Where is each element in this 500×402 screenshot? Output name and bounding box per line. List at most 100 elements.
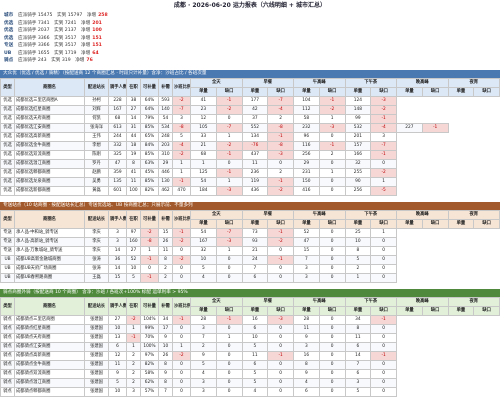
cell: -8 bbox=[172, 123, 191, 133]
cell: 0 bbox=[215, 114, 243, 124]
sub-header: 单量 bbox=[190, 87, 217, 97]
cell: 1 bbox=[215, 333, 243, 343]
cell: 0 bbox=[318, 255, 346, 265]
cell: 177 bbox=[241, 96, 269, 106]
cell: 96 bbox=[293, 132, 320, 142]
cell: 王磊 bbox=[84, 273, 109, 283]
cell: 436 bbox=[241, 186, 269, 196]
cell: 160 bbox=[126, 237, 141, 247]
cell: -1 bbox=[215, 315, 243, 325]
group-header: 午高峰 bbox=[293, 297, 346, 307]
cell: 骑点 bbox=[0, 315, 15, 325]
cell: 28 bbox=[190, 315, 217, 325]
sub-header: 单量 bbox=[190, 306, 217, 316]
summary-delta: 64 bbox=[92, 50, 99, 56]
summary-label: 优选 bbox=[4, 35, 14, 41]
cell: 14 bbox=[344, 351, 372, 361]
cell: 3 bbox=[344, 378, 372, 388]
cell: 1 bbox=[215, 177, 243, 187]
cell: -2 bbox=[318, 105, 346, 115]
cell: 45% bbox=[140, 168, 159, 178]
cell: 5 bbox=[241, 342, 269, 352]
cell: 1 bbox=[190, 159, 217, 169]
cell: 65% bbox=[140, 132, 159, 142]
sub-header: 单量 bbox=[293, 306, 320, 316]
cell: 16 bbox=[293, 351, 320, 361]
cell: 0 bbox=[267, 324, 294, 334]
cell: 成都优选双流商圈 bbox=[14, 150, 85, 160]
section-bar: 骑点商圈外骑（按配送商 10 个商圈） 含净：沙班 / 各班次+100% 标配 … bbox=[0, 289, 500, 297]
cell: 3 bbox=[293, 342, 320, 352]
cell: 8 bbox=[126, 159, 141, 169]
cell: 0 bbox=[172, 360, 191, 370]
data-row: 优选 成都优选龙泉商圈 吴勇 135 11 85% 130 -1 54 1 119 -1 150 0 90 1 bbox=[0, 177, 500, 187]
cell: -2 bbox=[370, 105, 397, 115]
cell: 0 bbox=[172, 369, 191, 379]
cell: -8 bbox=[140, 237, 159, 247]
cell: 130 bbox=[158, 177, 173, 187]
cell: 黄磊 bbox=[84, 186, 109, 196]
cell: 0 bbox=[267, 159, 294, 169]
cell: 优选 bbox=[0, 141, 15, 151]
cell: 37 bbox=[241, 114, 269, 124]
cell: 刘辉 bbox=[84, 105, 109, 115]
cell: 232 bbox=[293, 123, 320, 133]
cell: 58 bbox=[293, 114, 320, 124]
cell: 34 bbox=[158, 315, 173, 325]
cell: 成都优选天府商圈 bbox=[14, 114, 85, 124]
cell: 0 bbox=[318, 333, 346, 343]
cell: 31 bbox=[126, 123, 141, 133]
cell: 成都优选金牛商圈 bbox=[14, 141, 85, 151]
cell: 0 bbox=[318, 264, 346, 274]
cell: 9 bbox=[158, 333, 173, 343]
cell: 承人品·万象城站_骑专送 bbox=[14, 246, 85, 256]
cell: 0 bbox=[370, 324, 397, 334]
cell: -7 bbox=[172, 105, 191, 115]
summary-delta: 201 bbox=[92, 20, 102, 26]
cell: -7 bbox=[215, 228, 243, 238]
cell: 8 bbox=[344, 246, 372, 256]
cell: 11 bbox=[108, 360, 127, 370]
cell: 7 bbox=[344, 360, 372, 370]
summary-text: 应派骑手 3366 实到 3517 净增 bbox=[18, 35, 91, 41]
cell: 85% bbox=[140, 150, 159, 160]
cell: 成都骑点红星商圈 bbox=[14, 324, 85, 334]
cell: 成都UB高新金融城商圈 bbox=[14, 255, 85, 265]
data-row: 优选 成都优选金牛商圈 李想 332 18 84% 203 -4 21 -2 -76 -8 116 -1 1… bbox=[0, 141, 500, 151]
cell: 0 bbox=[172, 387, 191, 397]
cell: 张建国 bbox=[84, 378, 109, 388]
data-row: UB 成都UB天府广场商圈 张涛 14 10 0 2 0 5 0 7 0 3 0 2 0 bbox=[0, 264, 500, 274]
sub-header: 单量 bbox=[447, 219, 475, 229]
cell: 90 bbox=[344, 177, 372, 187]
cell: 41 bbox=[126, 168, 141, 178]
cell: 140 bbox=[158, 105, 173, 115]
sub-header: 单量 bbox=[447, 87, 475, 97]
summary-text: 应派骑手 15475 实到 15797 净增 bbox=[18, 13, 97, 18]
cell: 成都骑点金牛商圈 bbox=[14, 360, 85, 370]
data-row: UB 成都UB高新金融城商圈 张涛 36 52 -1 8 -2 10 0 24 -1 7 0 5 0 bbox=[0, 255, 500, 265]
cell: 82% bbox=[140, 186, 159, 196]
header-row: 类型 商圈名 配送站长 骑手人数 在职 可补量 补需 沙班比例 全天 早餐 午高峰 下午茶 晚高峰 夜宵 bbox=[0, 78, 500, 97]
cell: 0 bbox=[318, 159, 346, 169]
cell: 骑点 bbox=[0, 387, 15, 397]
cell: 15 bbox=[158, 228, 173, 238]
cell: 成都骑点温江商圈 bbox=[14, 378, 85, 388]
cell: -2 bbox=[267, 237, 294, 247]
column-header: 补需 bbox=[158, 78, 173, 97]
cell: 11 bbox=[344, 333, 372, 343]
summary-text: 应派骑手 2037 实到 2137 净增 bbox=[18, 28, 91, 33]
cell: 167 bbox=[108, 105, 127, 115]
cell: 0 bbox=[318, 369, 346, 379]
cell: 吴勇 bbox=[84, 177, 109, 187]
cell: -2 bbox=[215, 141, 243, 151]
cell: -2 bbox=[172, 255, 191, 265]
cell: 9 bbox=[108, 369, 127, 379]
cell: 4 bbox=[190, 273, 217, 283]
header-row: 单量 缺口 单量 缺口 单量 缺口 单量 缺口 单量 缺口 单量 缺口 bbox=[0, 306, 500, 316]
cell: 6 bbox=[241, 360, 269, 370]
group-header: 早餐 bbox=[241, 210, 294, 220]
cell: 0 bbox=[370, 342, 397, 352]
report-title: 成都 · 2026-06-20 运力报表（六线明细 + 城市汇总） bbox=[173, 2, 327, 9]
cell: 0 bbox=[318, 246, 346, 256]
cell: 0 bbox=[215, 159, 243, 169]
